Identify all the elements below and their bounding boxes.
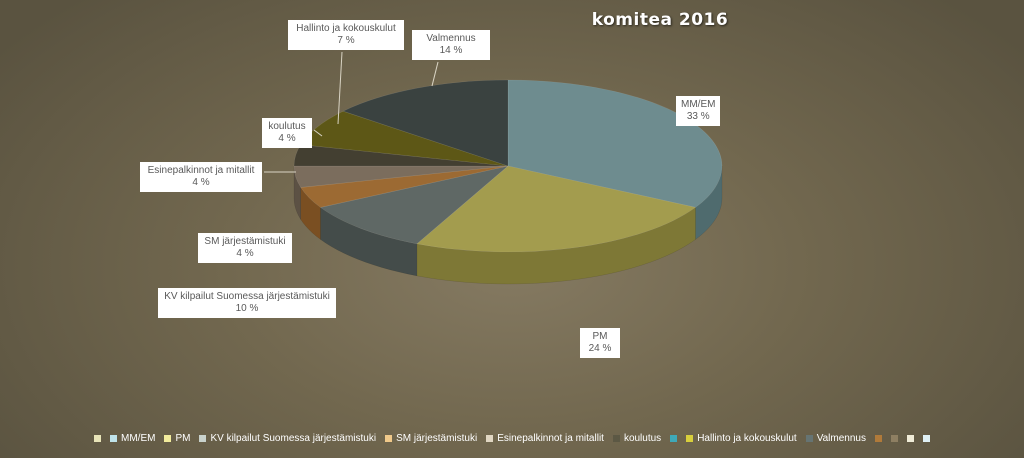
- legend-swatch: [890, 435, 898, 442]
- data-label-value: 4 %: [192, 177, 210, 188]
- legend-item-koulutus: koulutus: [612, 433, 662, 444]
- legend-item-valmennus: Valmennus: [805, 433, 866, 444]
- data-label-name: SM järjestämistuki: [204, 236, 286, 247]
- data-label-hallinto-ja-kokouskulut: Hallinto ja kokouskulut 7 %: [288, 20, 404, 50]
- legend-swatch: [385, 435, 393, 442]
- legend-item-pm: PM: [164, 433, 190, 444]
- legend-label: Valmennus: [816, 433, 866, 444]
- slice-valmennus: [342, 79, 509, 167]
- data-label-name: koulutus: [268, 121, 306, 132]
- legend-label: SM järjestämistuki: [396, 433, 478, 444]
- legend-label: PM: [175, 433, 191, 444]
- slice-pm: [416, 165, 697, 253]
- legend: MM/EM PM KV kilpailut Suomessa järjestämis…: [0, 433, 1024, 444]
- legend-item-blank-7: [670, 435, 678, 442]
- data-label-name: Esinepalkinnot ja mitallit: [147, 165, 255, 176]
- legend-item-mm-em: MM/EM: [110, 433, 155, 444]
- legend-item-kv-kilpailut-suomessa-jarjestamistuki: KV kilpailut Suomessa järjestämistuki: [199, 433, 376, 444]
- legend-item-sm-jarjestamistuki: SM järjestämistuki: [385, 433, 477, 444]
- legend-swatch: [805, 435, 813, 442]
- legend-swatch: [670, 435, 678, 442]
- slice-esinepalkinnot-ja-mitallit: [293, 165, 509, 188]
- data-label-sm-jarjestamistuki: SM järjestämistuki 4 %: [198, 233, 292, 263]
- legend-item-blank-0: [94, 435, 101, 442]
- legend-swatch: [922, 435, 930, 442]
- chart-title: komitea 2016: [591, 10, 729, 30]
- data-label-value: 14 %: [439, 45, 463, 56]
- legend-swatch: [110, 435, 117, 442]
- data-label-esinepalkinnot-ja-mitallit: Esinepalkinnot ja mitallit 4 %: [140, 162, 262, 192]
- legend-item-esinepalkinnot-ja-mitallit: Esinepalkinnot ja mitallit: [486, 433, 604, 444]
- legend-swatch: [612, 435, 620, 442]
- legend-label: KV kilpailut Suomessa järjestämistuki: [210, 433, 377, 444]
- legend-item-blank-10: [874, 435, 882, 442]
- leader-line-valmennus: [431, 61, 439, 87]
- data-label-value: 4 %: [278, 133, 296, 144]
- legend-item-hallinto-ja-kokouskulut: Hallinto ja kokouskulut: [686, 433, 797, 444]
- leader-line-hallinto-ja-kokouskulut: [337, 51, 343, 125]
- slice-kv-kilpailut-suomessa-jarjestamistuki: [319, 165, 509, 245]
- slice-sm-jarjestamistuki: [300, 165, 509, 208]
- legend-label: koulutus: [623, 433, 662, 444]
- data-label-name: Valmennus: [426, 33, 476, 44]
- leader-line-koulutus: [313, 129, 323, 137]
- data-label-name: PM: [592, 331, 608, 342]
- data-label-koulutus: koulutus 4 %: [262, 118, 312, 148]
- data-label-value: 7 %: [337, 35, 355, 46]
- data-label-name: MM/EM: [681, 99, 716, 110]
- legend-item-blank-12: [906, 435, 914, 442]
- legend-label: Esinepalkinnot ja mitallit: [497, 433, 604, 444]
- legend-swatch: [906, 435, 914, 442]
- data-label-pm: PM 24 %: [580, 328, 620, 358]
- data-label-value: 4 %: [236, 248, 254, 259]
- data-label-value: 33 %: [686, 111, 710, 122]
- legend-item-blank-11: [890, 435, 898, 442]
- legend-swatch: [164, 435, 172, 442]
- legend-item-blank-13: [922, 435, 930, 442]
- data-label-value: 10 %: [235, 303, 259, 314]
- legend-swatch: [486, 435, 494, 442]
- legend-swatch: [686, 435, 694, 442]
- legend-label: Hallinto ja kokouskulut: [697, 433, 797, 444]
- legend-swatch: [94, 435, 101, 442]
- legend-swatch: [199, 435, 207, 442]
- legend-swatch: [874, 435, 882, 442]
- data-label-kv-kilpailut-suomessa-jarjestamistuki: KV kilpailut Suomessa järjestämistuki 10 …: [158, 288, 336, 318]
- data-label-mm-em: MM/EM 33 %: [676, 96, 721, 126]
- data-label-name: KV kilpailut Suomessa järjestämistuki: [164, 291, 330, 302]
- legend-label: MM/EM: [121, 433, 156, 444]
- data-label-valmennus: Valmennus 14 %: [412, 30, 490, 60]
- data-label-name: Hallinto ja kokouskulut: [296, 23, 396, 34]
- data-label-value: 24 %: [588, 343, 612, 354]
